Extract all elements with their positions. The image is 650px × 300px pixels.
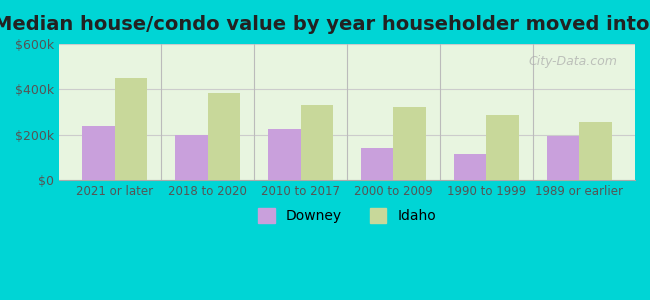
Bar [207,93,240,180]
Legend: Downey, Idaho: Downey, Idaho [251,201,443,230]
Bar [393,107,426,180]
Title: Median house/condo value by year householder moved into unit: Median house/condo value by year househo… [0,15,650,34]
Bar [115,78,148,180]
Bar [82,125,115,180]
Bar [486,115,519,180]
Bar [547,136,579,180]
Bar [300,105,333,180]
Bar [454,154,486,180]
Bar [175,135,207,180]
Text: City-Data.com: City-Data.com [529,55,617,68]
Bar [361,148,393,180]
Bar [268,129,300,180]
Bar [579,122,612,180]
